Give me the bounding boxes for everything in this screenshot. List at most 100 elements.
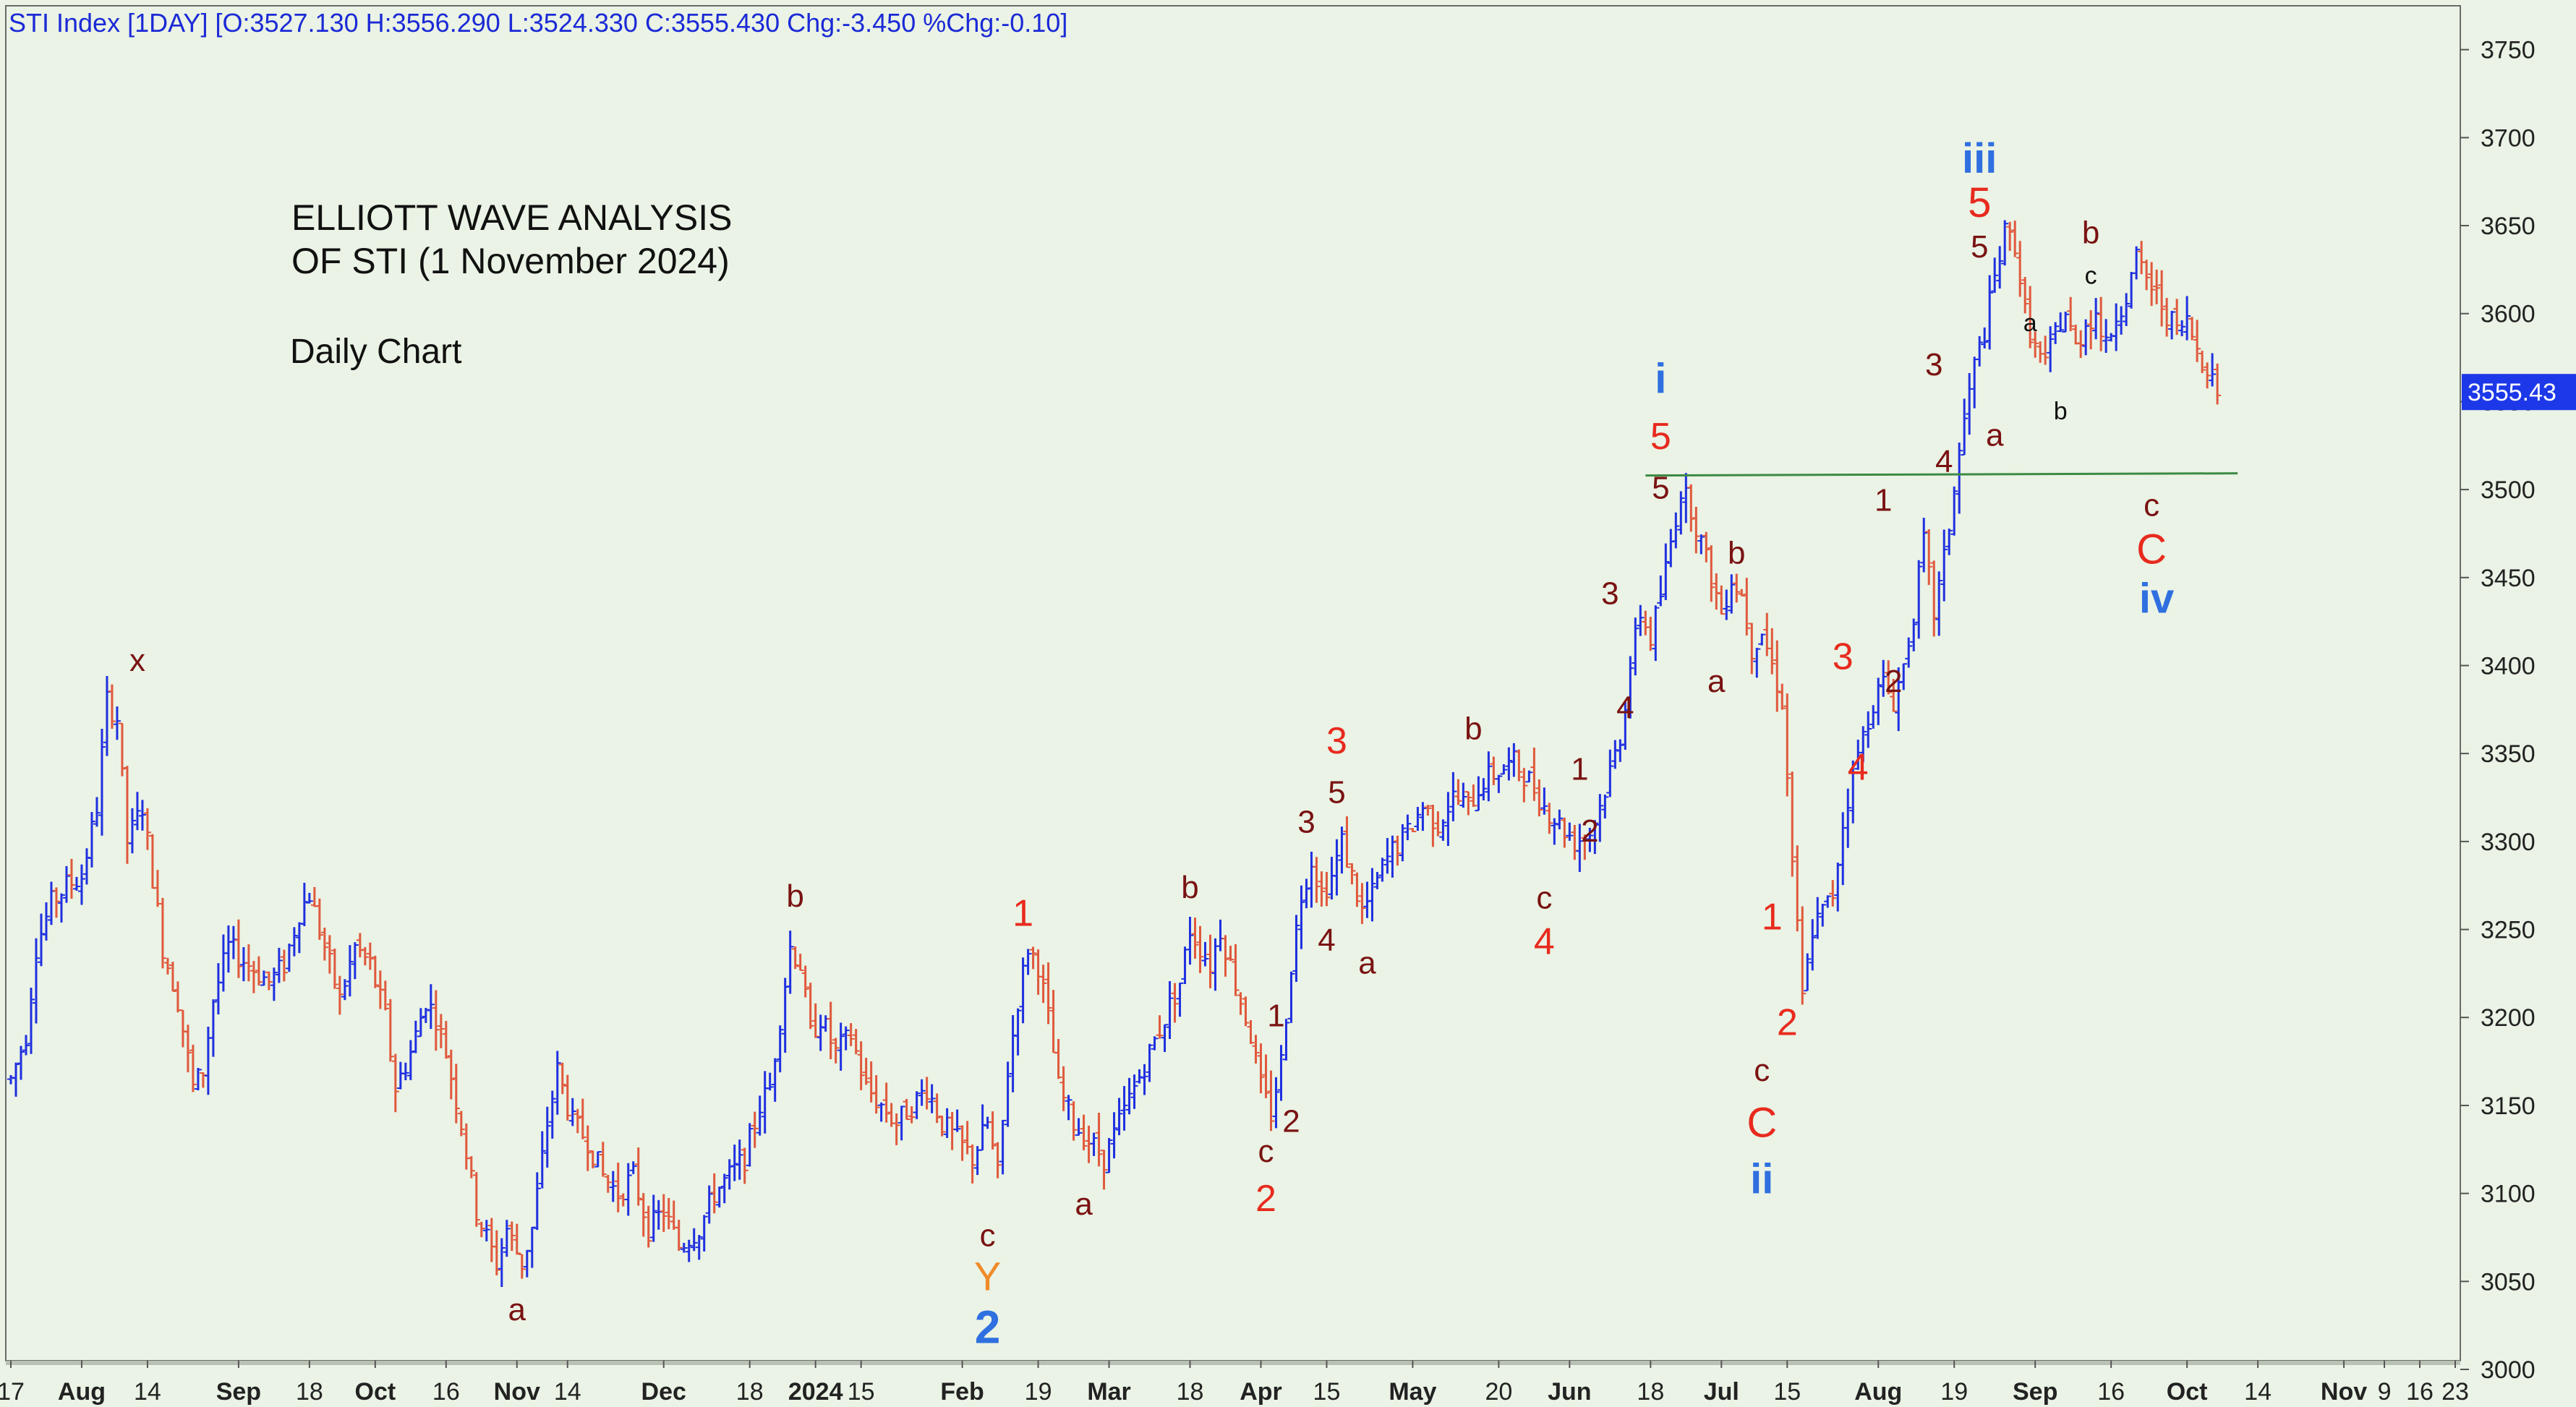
ohlc-bar bbox=[1252, 1035, 1260, 1064]
ohlc-bar bbox=[1292, 915, 1300, 983]
ohlc-bar bbox=[351, 942, 359, 980]
ohlc-bar bbox=[1697, 534, 1705, 555]
ohlc-bar bbox=[573, 1108, 581, 1134]
ohlc-bar bbox=[366, 942, 374, 970]
ohlc-bar bbox=[2193, 320, 2201, 362]
ohlc-bar bbox=[508, 1221, 516, 1252]
ohlc-bar bbox=[1282, 1019, 1290, 1061]
ohlc-bar bbox=[1540, 787, 1548, 815]
ohlc-bar bbox=[584, 1125, 592, 1171]
ohlc-bar bbox=[1242, 996, 1250, 1027]
ohlc-bar bbox=[1945, 529, 1953, 555]
x-tick-label: Nov bbox=[494, 1378, 540, 1406]
ohlc-bar bbox=[1378, 858, 1386, 882]
x-tick-label: 18 bbox=[1177, 1378, 1204, 1406]
ohlc-bar bbox=[756, 1095, 764, 1136]
ohlc-bar bbox=[897, 1106, 905, 1141]
x-tick-label: 15 bbox=[848, 1378, 875, 1406]
ohlc-bar bbox=[98, 729, 106, 836]
ohlc-bar bbox=[184, 1025, 192, 1073]
y-tick-label: 3350 bbox=[2481, 740, 2536, 768]
ohlc-bar bbox=[1394, 835, 1402, 866]
x-tick-label: Jul bbox=[1704, 1378, 1739, 1406]
ohlc-bar bbox=[796, 954, 804, 972]
ohlc-bar bbox=[746, 1123, 754, 1167]
ohlc-bar bbox=[194, 1068, 202, 1091]
ohlc-bar bbox=[725, 1159, 733, 1190]
ohlc-bar bbox=[2016, 241, 2024, 297]
ohlc-bar bbox=[1262, 1054, 1270, 1098]
wave-label: 2 bbox=[975, 1301, 1001, 1353]
ohlc-bar bbox=[847, 1023, 855, 1046]
ohlc-bar bbox=[2026, 286, 2034, 348]
ohlc-bar bbox=[1186, 916, 1194, 965]
ohlc-bar bbox=[842, 1026, 850, 1051]
ohlc-bar bbox=[1146, 1043, 1153, 1082]
ohlc-bar bbox=[1586, 827, 1594, 852]
wave-label: a bbox=[1986, 417, 2004, 453]
ohlc-bar bbox=[1480, 778, 1488, 800]
wave-label: c bbox=[1754, 1053, 1770, 1088]
ohlc-bar bbox=[2178, 320, 2186, 336]
ohlc-bar bbox=[17, 1045, 25, 1080]
ohlc-bar bbox=[1626, 656, 1634, 719]
wave-label: i bbox=[1655, 355, 1666, 402]
ohlc-bar bbox=[163, 957, 171, 975]
last-price-tag: 3555.43 bbox=[2462, 374, 2576, 411]
wave-labels: xab 1cY2ab12c23435abc41234i55ba12cCii3412… bbox=[129, 135, 2174, 1353]
wave-label: c bbox=[1258, 1134, 1274, 1169]
wave-label: 3 bbox=[1833, 636, 1854, 677]
ohlc-bar bbox=[999, 1119, 1007, 1175]
ohlc-bar bbox=[710, 1173, 718, 1214]
ohlc-bar bbox=[968, 1144, 976, 1184]
ohlc-bar bbox=[1429, 804, 1437, 847]
ohlc-bar bbox=[1702, 531, 1710, 563]
ohlc-bar bbox=[1687, 484, 1695, 532]
ohlc-bar bbox=[2042, 335, 2050, 365]
wave-label: 2 bbox=[1282, 1103, 1300, 1139]
ohlc-bar bbox=[2052, 322, 2060, 344]
ohlc-bar bbox=[1348, 863, 1356, 885]
ohlc-bar bbox=[275, 947, 283, 983]
ohlc-bar bbox=[93, 797, 101, 827]
ohlc-bar bbox=[290, 927, 298, 957]
ohlc-bar bbox=[2204, 362, 2212, 389]
ohlc-bar bbox=[1561, 817, 1569, 848]
ohlc-bar bbox=[1434, 811, 1442, 837]
wave-label: a bbox=[508, 1292, 526, 1327]
plot-frame-bottom-shadow bbox=[6, 1361, 2460, 1365]
chart-subtitle: Daily Chart bbox=[290, 333, 461, 371]
ohlc-bar bbox=[1059, 1066, 1067, 1111]
ohlc-bar bbox=[741, 1147, 749, 1184]
ohlc-bar bbox=[341, 979, 349, 1001]
ohlc-bar bbox=[1925, 529, 1933, 586]
ohlc-bar bbox=[417, 1008, 425, 1038]
x-tick-label: 18 bbox=[296, 1378, 323, 1406]
ohlc-bar bbox=[12, 1062, 20, 1097]
ohlc-bar bbox=[700, 1215, 708, 1252]
ohlc-bar bbox=[1080, 1114, 1088, 1150]
y-tick-label: 3000 bbox=[2481, 1356, 2536, 1384]
ohlc-bar bbox=[1140, 1064, 1148, 1095]
ohlc-bar bbox=[391, 1053, 399, 1113]
ohlc-bar bbox=[1221, 935, 1229, 977]
ohlc-bar bbox=[1738, 589, 1746, 597]
wave-label: c bbox=[980, 1218, 996, 1254]
ohlc-bar bbox=[1576, 824, 1584, 872]
ohlc-bar bbox=[715, 1186, 723, 1208]
ohlc-bar bbox=[1404, 814, 1412, 841]
ohlc-bar bbox=[1151, 1036, 1159, 1051]
ohlc-bar bbox=[639, 1193, 647, 1237]
ohlc-bar bbox=[1044, 962, 1052, 1025]
ohlc-bar bbox=[1029, 946, 1037, 970]
ohlc-bar bbox=[1814, 897, 1822, 939]
wave-label: c bbox=[1536, 880, 1552, 915]
ohlc-bar bbox=[832, 1038, 840, 1064]
ohlc-bar bbox=[1910, 618, 1918, 651]
x-tick-label: Aug bbox=[58, 1378, 106, 1406]
ohlc-bar bbox=[2148, 262, 2156, 307]
ohlc-bar bbox=[2097, 296, 2105, 351]
x-tick-label: Dec bbox=[641, 1378, 686, 1406]
